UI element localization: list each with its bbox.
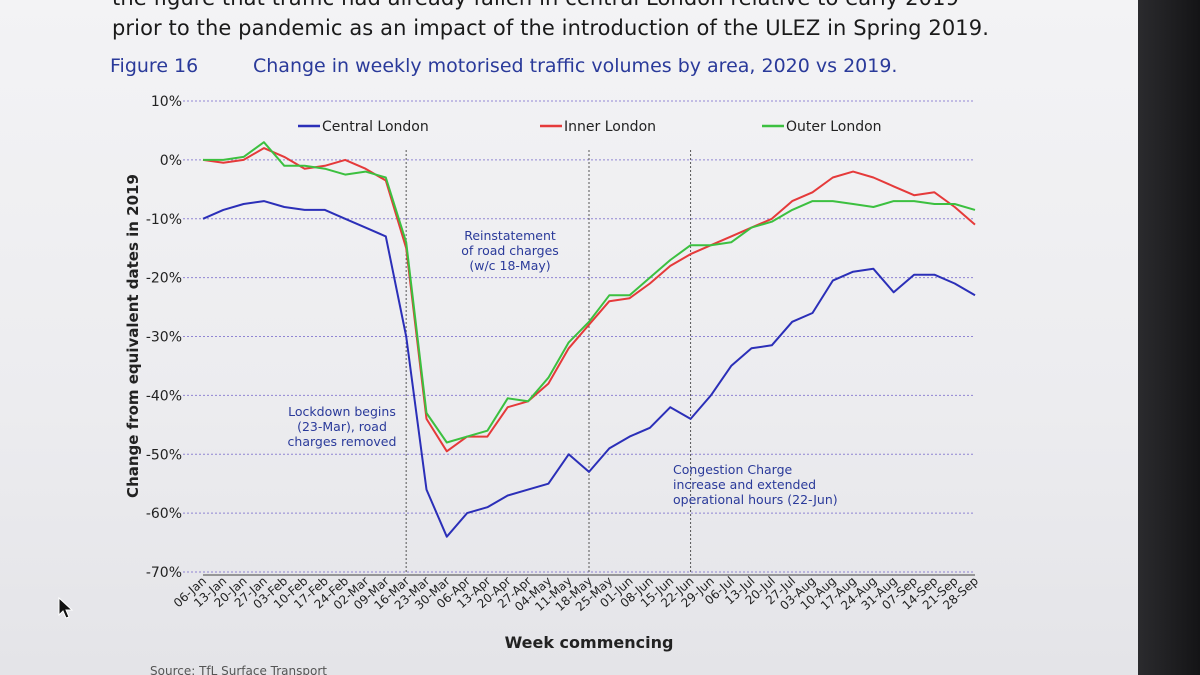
legend-label-central: Central London [322,119,429,135]
series-line-inner [202,147,976,453]
legend-label-inner: Inner London [564,119,656,135]
y-tick-label: -50% [146,447,182,463]
intro-text-line-2: prior to the pandemic as an impact of th… [112,16,989,40]
legend: Central London Inner London Outer London [298,119,882,135]
y-tick-label: -20% [146,271,182,287]
annotation-text: Congestion Charge [673,462,793,477]
gridlines [183,100,975,573]
y-tick-label: 0% [160,153,182,169]
series-lines [202,141,976,538]
intro-text-line-1: the figure that traffic had already fall… [112,0,959,10]
series-line-outer [203,141,976,444]
x-axis-label: Week commencing [505,633,674,652]
annotation-text: charges removed [288,434,397,449]
vertical-markers [405,150,692,572]
chart-title: Change in weekly motorised traffic volum… [253,55,898,77]
annotation-text: operational hours (22-Jun) [673,492,838,507]
series-line-central [202,200,976,538]
y-axis-ticks: 10% 0% -10% -20% -30% -40% -50% -60% -70% [146,94,182,581]
document-page: the figure that traffic had already fall… [0,0,1138,675]
annotation-text: Reinstatement [464,228,556,243]
monitor-bezel [1138,0,1200,675]
line-chart: 10% 0% -10% -20% -30% -40% -50% -60% -70% 06-Jan… [124,94,981,652]
annotation-text: (23-Mar), road [297,419,387,434]
y-tick-label: -70% [146,565,182,581]
annotation-text: of road charges [461,243,559,258]
mouse-pointer-icon [58,597,74,619]
annotation-text: (w/c 18-May) [469,258,550,273]
annotation-text: increase and extended [673,477,816,492]
y-tick-label: -10% [146,212,182,228]
y-axis-label: Change from equivalent dates in 2019 [124,174,142,498]
legend-label-outer: Outer London [786,119,882,135]
annotation-text: Lockdown begins [288,404,396,419]
y-tick-label: -40% [146,388,182,404]
source-note: Source: TfL Surface Transport [150,664,327,675]
axis-labels: Week commencing Change from equivalent da… [124,174,673,652]
y-tick-label: 10% [151,94,182,110]
x-axis-ticks: 06-Jan13-Jan20-Jan27-Jan03-Feb10-Feb17-F… [171,574,981,614]
y-tick-label: -30% [146,330,182,346]
y-tick-label: -60% [146,506,182,522]
figure-label: Figure 16 [110,55,199,77]
